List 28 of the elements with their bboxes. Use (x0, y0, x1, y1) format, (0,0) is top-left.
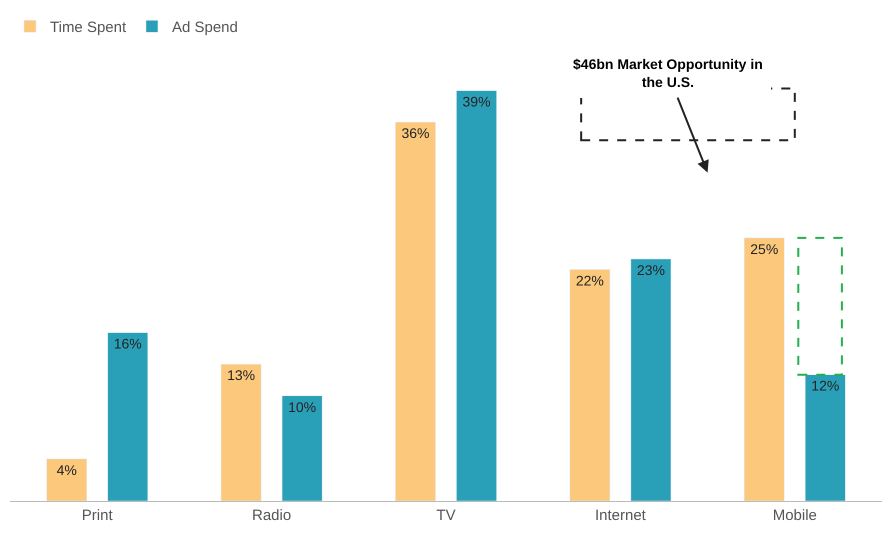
data-label: 16% (114, 336, 142, 352)
data-label: 4% (56, 462, 77, 478)
bar (395, 122, 436, 501)
bar (456, 90, 497, 501)
bar (570, 269, 610, 501)
x-tick-label: Internet (594, 507, 647, 524)
x-tick-label: Print (82, 507, 114, 524)
data-label: 22% (576, 272, 604, 288)
bar (744, 238, 785, 501)
x-tick-label: Mobile (772, 507, 817, 524)
data-label: 12% (811, 378, 840, 394)
data-label: 23% (636, 262, 665, 278)
bar (630, 258, 672, 501)
data-label: 13% (227, 367, 256, 384)
text: $46bn Market Opportunity in the U.S. (573, 56, 763, 90)
bar (107, 332, 148, 501)
x-tick-label: Radio (252, 507, 292, 524)
bar (282, 396, 322, 501)
legend-label: Time Spent (50, 19, 127, 36)
data-label: 39% (462, 94, 491, 110)
bar (220, 364, 262, 501)
x-tick-label: TV (436, 507, 456, 524)
legend-label: Ad Spend (172, 19, 238, 36)
bar (805, 374, 846, 501)
data-label: 36% (401, 125, 430, 142)
bar (46, 458, 87, 501)
data-label: 10% (288, 398, 316, 415)
data-label: 25% (750, 240, 778, 257)
